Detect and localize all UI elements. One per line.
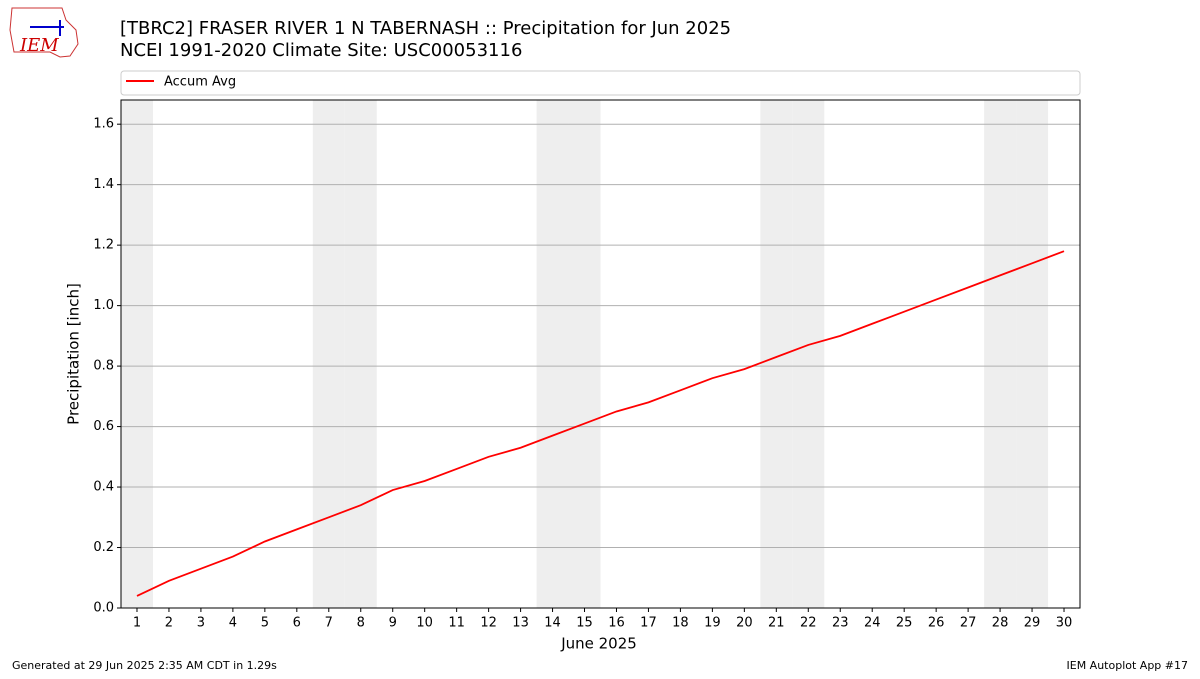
y-tick-label: 0.0: [93, 601, 114, 616]
x-tick-label: 18: [672, 616, 689, 631]
logo-text: IEM: [19, 35, 59, 56]
x-tick-label: 27: [960, 616, 977, 631]
x-tick-label: 29: [1024, 616, 1041, 631]
x-tick-label: 9: [389, 616, 397, 631]
shaded-day: [536, 100, 569, 608]
data-line: [136, 250, 1065, 597]
x-tick-label: 11: [448, 616, 465, 631]
x-tick-label: 6: [293, 616, 301, 631]
logo: IEM: [9, 7, 79, 58]
shaded-day: [984, 100, 1017, 608]
x-tick-label: 3: [197, 616, 205, 631]
x-tick-label: 25: [896, 616, 913, 631]
x-tick-label: 2: [165, 616, 173, 631]
x-tick-label: 1: [133, 616, 141, 631]
shaded-day: [312, 100, 345, 608]
x-tick-label: 23: [832, 616, 849, 631]
shaded-day: [792, 100, 825, 608]
y-axis-label: Precipitation [inch]: [65, 283, 83, 425]
x-tick-label: 16: [608, 616, 625, 631]
chart-title: [TBRC2] FRASER RIVER 1 N TABERNASH :: Pr…: [120, 18, 731, 39]
y-tick-label: 0.2: [93, 540, 114, 555]
y-tick-label: 1.0: [93, 298, 114, 313]
x-tick-label: 24: [864, 616, 881, 631]
x-tick-label: 15: [576, 616, 593, 631]
x-tick-label: 4: [229, 616, 237, 631]
y-tick-label: 0.4: [93, 480, 114, 495]
y-tick-label: 0.6: [93, 419, 114, 434]
footer-right: IEM Autoplot App #17: [1067, 659, 1189, 672]
x-tick-label: 21: [768, 616, 785, 631]
shaded-day: [344, 100, 377, 608]
footer-left: Generated at 29 Jun 2025 2:35 AM CDT in …: [12, 659, 277, 672]
x-tick-label: 7: [325, 616, 333, 631]
legend-box: [120, 70, 1081, 96]
x-tick-label: 13: [512, 616, 529, 631]
shaded-day: [760, 100, 793, 608]
shaded-day: [568, 100, 601, 608]
y-tick-label: 0.8: [93, 359, 114, 374]
x-tick-label: 26: [928, 616, 945, 631]
y-tick-label: 1.4: [93, 177, 114, 192]
x-axis-label: June 2025: [560, 635, 637, 653]
y-tick-label: 1.2: [93, 238, 114, 253]
legend-label: Accum Avg: [164, 75, 236, 90]
plot-frame: [120, 99, 1081, 609]
x-tick-label: 30: [1056, 616, 1073, 631]
chart-subtitle: NCEI 1991-2020 Climate Site: USC00053116: [120, 40, 522, 61]
x-tick-label: 22: [800, 616, 817, 631]
x-tick-label: 8: [357, 616, 365, 631]
y-tick-label: 1.6: [93, 117, 114, 132]
x-tick-label: 10: [416, 616, 433, 631]
x-tick-label: 17: [640, 616, 657, 631]
x-tick-label: 12: [480, 616, 497, 631]
shaded-day: [121, 100, 153, 608]
shaded-day: [1016, 100, 1049, 608]
x-tick-label: 19: [704, 616, 721, 631]
x-tick-label: 5: [261, 616, 269, 631]
x-tick-label: 20: [736, 616, 753, 631]
x-tick-label: 28: [992, 616, 1009, 631]
x-tick-label: 14: [544, 616, 561, 631]
